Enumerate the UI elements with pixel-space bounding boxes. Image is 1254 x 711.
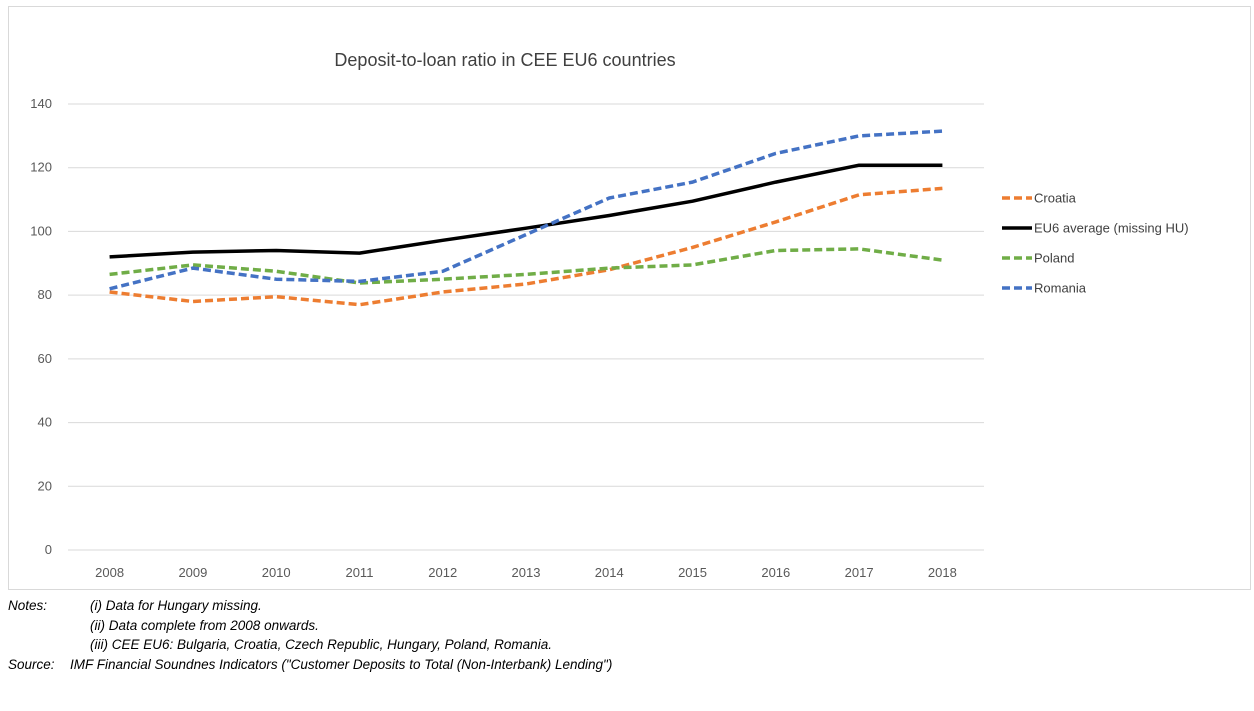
source-text: IMF Financial Soundnes Indicators ("Cust… (70, 656, 613, 672)
y-tick-label: 120 (30, 160, 52, 175)
note-row: (iii) CEE EU6: Bulgaria, Croatia, Czech … (8, 635, 1248, 655)
gridlines (68, 103, 984, 551)
chart-frame: Deposit-to-loan ratio in CEE EU6 countri… (8, 6, 1251, 590)
x-tick-label: 2009 (178, 565, 207, 580)
series-lines (109, 129, 943, 307)
legend-label: EU6 average (missing HU) (1034, 221, 1189, 236)
note-indent (8, 635, 90, 655)
y-tick-label: 100 (30, 223, 52, 238)
series-line-eu6-average-missing-hu (109, 163, 943, 259)
series-line-poland (109, 247, 943, 285)
legend-label: Croatia (1034, 191, 1077, 206)
y-tick-label: 0 (45, 542, 52, 557)
x-tick-label: 2011 (345, 565, 373, 580)
source-label: Source: (8, 656, 55, 672)
x-axis-ticks: 2008 2009 2010 2011 2012 2013 2014 2015 2016 2017… (95, 565, 957, 580)
note-row: (ii) Data complete from 2008 onwards. (8, 616, 1248, 636)
x-tick-label: 2010 (262, 565, 291, 580)
note-line: (i) Data for Hungary missing. (90, 598, 262, 613)
notes-label: Notes: (8, 598, 48, 613)
legend: Croatia EU6 average (missing HU) Poland Rom… (1002, 191, 1189, 296)
series-line-romania (109, 129, 943, 291)
y-tick-label: 60 (38, 351, 52, 366)
line-chart: Deposit-to-loan ratio in CEE EU6 countri… (30, 50, 1189, 580)
y-tick-label: 40 (38, 415, 52, 430)
y-tick-label: 80 (38, 287, 52, 302)
x-tick-label: 2013 (512, 565, 541, 580)
x-tick-label: 2008 (95, 565, 124, 580)
source-row: Source: IMF Financial Soundnes Indicator… (8, 655, 1248, 675)
note-line: (ii) Data complete from 2008 onwards. (90, 617, 319, 633)
y-axis-ticks: 0 20 40 60 80 100 120 140 (30, 96, 52, 557)
legend-label: Romania (1034, 281, 1087, 296)
note-indent (8, 616, 90, 636)
x-tick-label: 2018 (928, 565, 957, 580)
y-tick-label: 20 (38, 478, 52, 493)
chart-notes: Notes: (i) Data for Hungary missing. (ii… (8, 596, 1248, 674)
series-line-croatia (109, 186, 943, 307)
x-tick-label: 2016 (761, 565, 790, 580)
x-tick-label: 2017 (845, 565, 874, 580)
note-line: (iii) CEE EU6: Bulgaria, Croatia, Czech … (90, 637, 552, 652)
x-tick-label: 2012 (428, 565, 457, 580)
note-row: Notes: (i) Data for Hungary missing. (8, 596, 1248, 616)
legend-label: Poland (1034, 251, 1074, 266)
chart-title: Deposit-to-loan ratio in CEE EU6 countri… (334, 50, 675, 70)
y-tick-label: 140 (30, 96, 52, 111)
x-tick-label: 2014 (595, 565, 624, 580)
x-tick-label: 2015 (678, 565, 707, 580)
